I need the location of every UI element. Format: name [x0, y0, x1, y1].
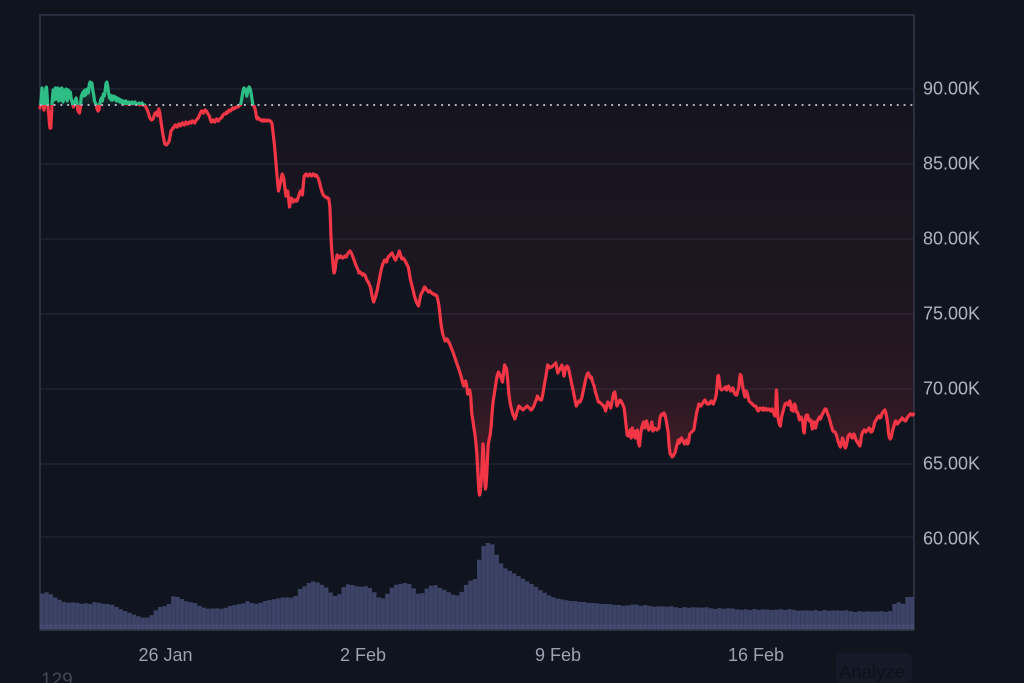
- svg-text:90.00K: 90.00K: [923, 79, 980, 99]
- svg-text:26 Jan: 26 Jan: [138, 645, 192, 665]
- svg-text:16 Feb: 16 Feb: [728, 645, 784, 665]
- svg-text:85.00K: 85.00K: [923, 154, 980, 174]
- svg-text:60.00K: 60.00K: [923, 529, 980, 549]
- svg-text:80.00K: 80.00K: [923, 229, 980, 249]
- svg-text:129: 129: [41, 670, 73, 683]
- svg-text:70.00K: 70.00K: [923, 379, 980, 399]
- svg-text:75.00K: 75.00K: [923, 304, 980, 324]
- svg-text:9 Feb: 9 Feb: [535, 645, 581, 665]
- svg-text:Analyze: Analyze: [839, 661, 905, 682]
- svg-text:2 Feb: 2 Feb: [340, 645, 386, 665]
- svg-text:65.00K: 65.00K: [923, 454, 980, 474]
